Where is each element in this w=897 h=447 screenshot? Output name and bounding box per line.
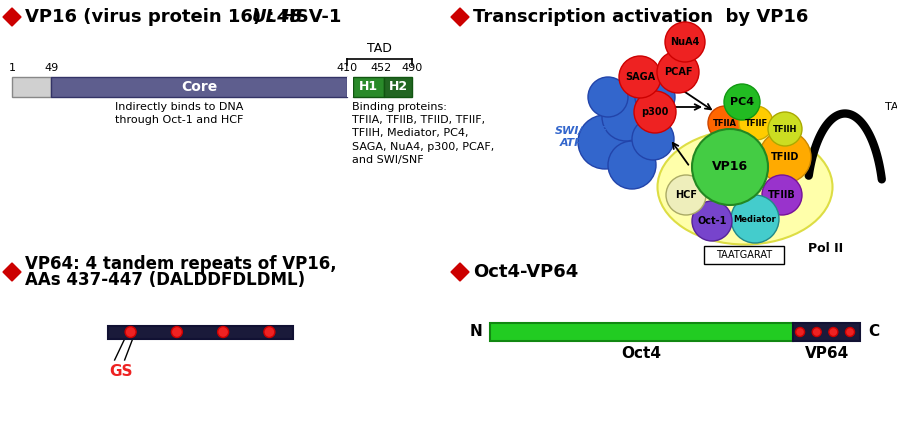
- Text: AAs 437-447 (DALDDFDLDML): AAs 437-447 (DALDDFDLDML): [25, 271, 305, 289]
- Bar: [353, 77, 384, 97]
- Circle shape: [657, 51, 699, 93]
- Text: PCAF: PCAF: [664, 67, 692, 77]
- Text: VP64: VP64: [805, 346, 849, 361]
- Circle shape: [602, 93, 650, 141]
- Text: Core: Core: [181, 80, 217, 94]
- Circle shape: [665, 22, 705, 62]
- Text: 490: 490: [401, 63, 422, 73]
- Text: Oct-1: Oct-1: [697, 216, 727, 226]
- Circle shape: [829, 328, 838, 337]
- Polygon shape: [3, 8, 21, 26]
- Circle shape: [796, 328, 805, 337]
- Bar: [108, 325, 292, 338]
- Polygon shape: [451, 263, 469, 281]
- Text: Oct4: Oct4: [622, 346, 662, 361]
- Text: TAD: TAD: [367, 42, 392, 55]
- Circle shape: [812, 328, 822, 337]
- Bar: [490, 323, 794, 341]
- Text: TFIIB: TFIIB: [768, 190, 796, 200]
- Text: Binding proteins:
TFIIA, TFIIB, TFIID, TFIIF,
TFIIH, Mediator, PC4,
SAGA, NuA4, : Binding proteins: TFIIA, TFIIB, TFIID, T…: [352, 102, 494, 165]
- FancyBboxPatch shape: [704, 246, 784, 264]
- Text: Indirectly binds to DNA
through Oct-1 and HCF: Indirectly binds to DNA through Oct-1 an…: [115, 102, 243, 125]
- Text: VP16: VP16: [712, 160, 748, 173]
- Text: Mediator: Mediator: [734, 215, 777, 224]
- Circle shape: [759, 131, 811, 183]
- Text: NuA4: NuA4: [670, 37, 700, 47]
- Text: SWI/SNF
ATPase: SWI/SNF ATPase: [555, 126, 609, 148]
- Text: 452: 452: [370, 63, 392, 73]
- Circle shape: [708, 106, 742, 140]
- Circle shape: [619, 56, 661, 98]
- Bar: [51, 77, 346, 97]
- Circle shape: [218, 326, 229, 337]
- Bar: [12, 77, 51, 97]
- Text: PC4: PC4: [730, 97, 754, 107]
- Bar: [794, 323, 860, 341]
- Text: VP64: 4 tandem repeats of VP16,: VP64: 4 tandem repeats of VP16,: [25, 255, 336, 273]
- Text: SAGA: SAGA: [625, 72, 655, 82]
- Polygon shape: [451, 8, 469, 26]
- Text: H2: H2: [388, 80, 407, 93]
- Text: N: N: [470, 325, 483, 340]
- Circle shape: [171, 326, 182, 337]
- Circle shape: [731, 195, 779, 243]
- Circle shape: [264, 326, 274, 337]
- Text: 410: 410: [336, 63, 357, 73]
- Text: 49: 49: [44, 63, 58, 73]
- Circle shape: [692, 129, 768, 205]
- Circle shape: [846, 328, 855, 337]
- Bar: [384, 77, 412, 97]
- Circle shape: [724, 84, 760, 120]
- Text: TATA box: TATA box: [885, 102, 897, 112]
- Text: TFIIH: TFIIH: [773, 125, 797, 134]
- Circle shape: [632, 118, 674, 160]
- Text: Pol II: Pol II: [808, 243, 843, 256]
- Circle shape: [768, 112, 802, 146]
- Text: TFIIF: TFIIF: [745, 118, 768, 127]
- Text: 1: 1: [8, 63, 15, 73]
- Circle shape: [608, 141, 656, 189]
- Circle shape: [739, 106, 773, 140]
- Circle shape: [692, 201, 732, 241]
- Text: Transcription activation  by VP16: Transcription activation by VP16: [473, 8, 808, 26]
- Text: HCF: HCF: [675, 190, 697, 200]
- Text: TFIID: TFIID: [771, 152, 799, 162]
- Text: GS: GS: [109, 364, 133, 379]
- Circle shape: [762, 175, 802, 215]
- Bar: [346, 77, 353, 97]
- Circle shape: [634, 91, 676, 133]
- Text: p300: p300: [641, 107, 668, 117]
- Text: Oct4-VP64: Oct4-VP64: [473, 263, 579, 281]
- Circle shape: [588, 77, 628, 117]
- Text: UL48: UL48: [252, 8, 303, 26]
- Circle shape: [635, 77, 675, 117]
- Circle shape: [125, 326, 136, 337]
- Circle shape: [666, 175, 706, 215]
- Text: C: C: [868, 325, 880, 340]
- Circle shape: [578, 115, 632, 169]
- Text: VP16 (virus protein 16) : HSV-1: VP16 (virus protein 16) : HSV-1: [25, 8, 348, 26]
- Ellipse shape: [658, 130, 832, 245]
- Text: H1: H1: [359, 80, 378, 93]
- Text: TFIIA: TFIIA: [713, 118, 737, 127]
- Polygon shape: [3, 263, 21, 281]
- Text: TAATGARAT: TAATGARAT: [716, 250, 772, 260]
